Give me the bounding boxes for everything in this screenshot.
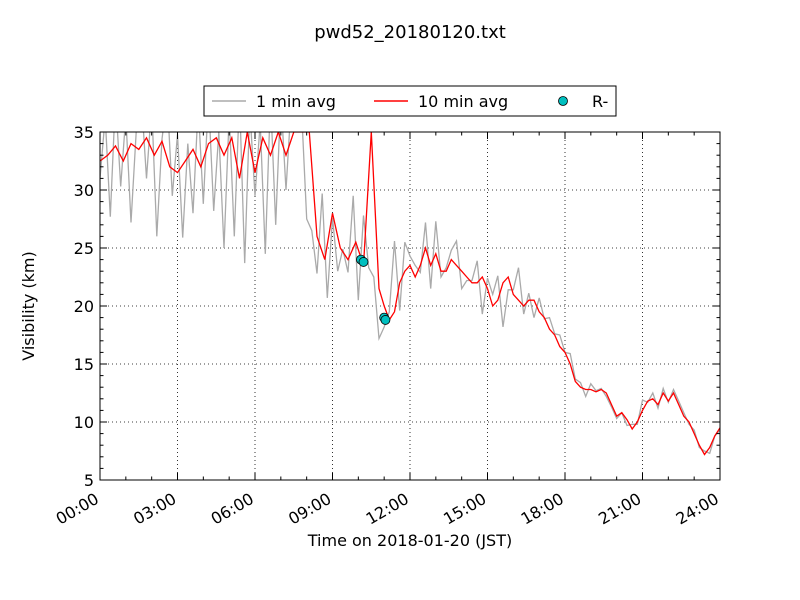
y-tick-label: 30 [74,181,94,200]
y-tick-label: 5 [84,471,94,490]
y-tick-label: 20 [74,297,94,316]
grid [100,132,720,480]
y-tick-label: 15 [74,355,94,374]
series-1min-avg-line [100,132,720,455]
r-minus-marker [358,257,369,267]
chart-title: pwd52_20180120.txt [314,22,506,43]
y-tick-labels: 5 10 15 20 25 30 35 [74,123,94,490]
r-minus-marker [380,315,391,325]
legend-swatch-r-minus [558,96,568,106]
y-tick-label: 35 [74,123,94,142]
series-10min-avg-line [100,132,720,456]
legend: 1 min avg 10 min avg R- [203,85,617,117]
legend-label-1min: 1 min avg [256,92,336,111]
series-layer [100,132,720,456]
y-tick-label: 10 [74,413,94,432]
y-tick-label: 25 [74,239,94,258]
y-axis-label: Visibility (km) [19,251,38,360]
legend-label-r-minus: R- [592,92,608,111]
x-axis-label: Time on 2018-01-20 (JST) [307,531,512,550]
legend-label-10min: 10 min avg [418,92,508,111]
ticks [99,131,721,481]
